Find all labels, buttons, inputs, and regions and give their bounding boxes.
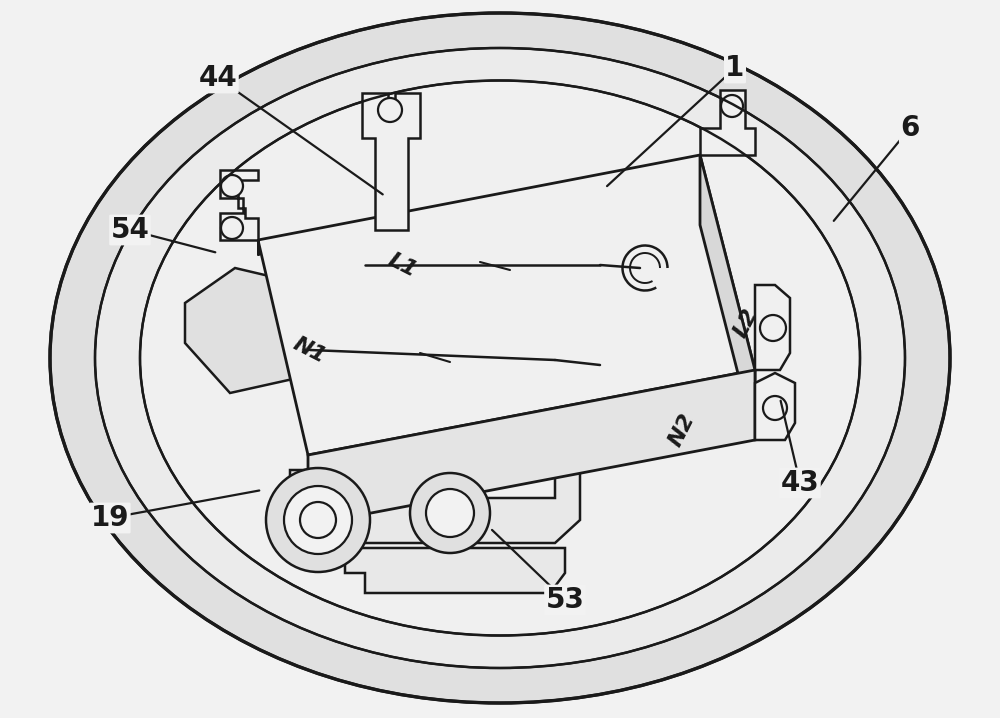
Polygon shape: [220, 170, 258, 255]
Text: 44: 44: [199, 64, 237, 92]
Circle shape: [378, 98, 402, 122]
Ellipse shape: [50, 13, 950, 703]
Circle shape: [300, 502, 336, 538]
Circle shape: [426, 489, 474, 537]
Polygon shape: [258, 155, 755, 455]
Polygon shape: [362, 93, 420, 230]
Circle shape: [721, 95, 743, 117]
Polygon shape: [308, 370, 755, 525]
Text: N1: N1: [290, 333, 329, 367]
Polygon shape: [755, 285, 790, 370]
Circle shape: [266, 468, 370, 572]
Text: 54: 54: [111, 216, 149, 244]
Text: 19: 19: [91, 504, 129, 532]
Text: L2: L2: [730, 305, 761, 341]
Circle shape: [284, 486, 352, 554]
Polygon shape: [185, 268, 320, 393]
Ellipse shape: [95, 48, 905, 668]
Circle shape: [763, 396, 787, 420]
Ellipse shape: [140, 80, 860, 635]
Circle shape: [221, 217, 243, 239]
Polygon shape: [290, 470, 580, 543]
Text: 53: 53: [546, 586, 584, 614]
Text: N2: N2: [665, 410, 698, 449]
Text: L1: L1: [385, 249, 420, 281]
Text: 1: 1: [725, 54, 745, 82]
Polygon shape: [755, 373, 795, 440]
Circle shape: [221, 175, 243, 197]
Text: 43: 43: [781, 469, 819, 497]
Circle shape: [410, 473, 490, 553]
Polygon shape: [345, 548, 565, 593]
Circle shape: [760, 315, 786, 341]
Polygon shape: [700, 90, 755, 155]
Text: 6: 6: [900, 114, 920, 142]
Polygon shape: [700, 155, 755, 440]
